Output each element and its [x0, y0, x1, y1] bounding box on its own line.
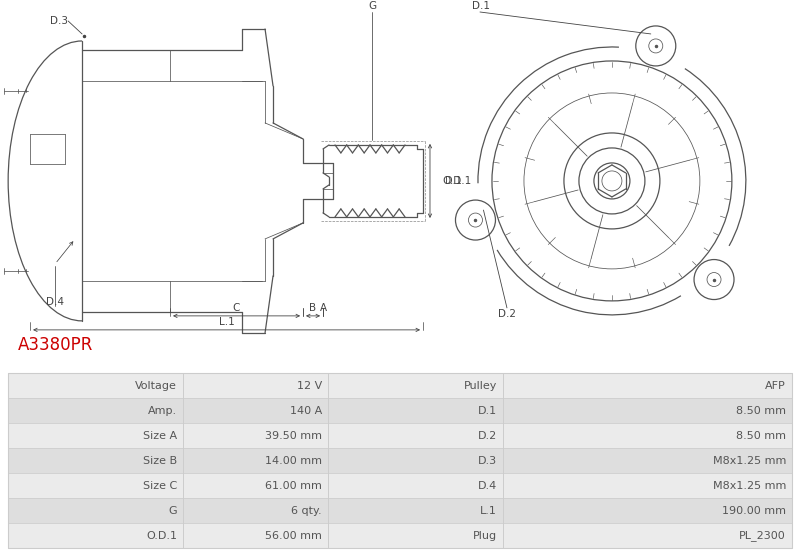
Text: 12 V: 12 V — [297, 381, 322, 391]
Bar — [8, 424, 183, 448]
Bar — [328, 448, 503, 473]
Bar — [183, 373, 328, 398]
Bar — [503, 523, 792, 548]
Text: L.1: L.1 — [218, 317, 234, 327]
Bar — [183, 473, 328, 498]
Bar — [328, 523, 503, 548]
Bar — [183, 424, 328, 448]
Text: D.1: D.1 — [446, 176, 462, 186]
Text: D.2: D.2 — [478, 431, 497, 441]
Bar — [8, 498, 183, 523]
Bar — [8, 523, 183, 548]
Bar — [328, 498, 503, 523]
Text: 61.00 mm: 61.00 mm — [265, 480, 322, 490]
Text: C: C — [233, 303, 240, 313]
Text: D.1: D.1 — [472, 1, 490, 11]
Text: D.3: D.3 — [50, 16, 68, 26]
Text: 140 A: 140 A — [290, 406, 322, 416]
Text: D.1: D.1 — [478, 406, 497, 416]
Text: AFP: AFP — [766, 381, 786, 391]
Text: Size A: Size A — [143, 431, 177, 441]
Text: D.4: D.4 — [478, 480, 497, 490]
Text: PL_2300: PL_2300 — [739, 530, 786, 541]
Bar — [183, 523, 328, 548]
Text: G: G — [168, 506, 177, 516]
Text: 8.50 mm: 8.50 mm — [736, 406, 786, 416]
Text: O.D.1: O.D.1 — [146, 531, 177, 541]
Bar — [503, 398, 792, 424]
Bar — [183, 498, 328, 523]
Bar — [328, 473, 503, 498]
Bar — [503, 424, 792, 448]
Text: D.2: D.2 — [498, 309, 516, 319]
Text: M8x1.25 mm: M8x1.25 mm — [713, 480, 786, 490]
Bar — [328, 398, 503, 424]
Bar — [328, 373, 503, 398]
Text: 56.00 mm: 56.00 mm — [265, 531, 322, 541]
Bar — [8, 448, 183, 473]
Text: Amp.: Amp. — [148, 406, 177, 416]
Text: B: B — [310, 303, 317, 313]
Text: 8.50 mm: 8.50 mm — [736, 431, 786, 441]
Text: O.D.1: O.D.1 — [442, 176, 471, 186]
Text: 14.00 mm: 14.00 mm — [265, 456, 322, 466]
Text: Voltage: Voltage — [135, 381, 177, 391]
Text: D.3: D.3 — [478, 456, 497, 466]
Text: G: G — [368, 1, 376, 11]
Text: L.1: L.1 — [480, 506, 497, 516]
Bar — [183, 398, 328, 424]
Text: 39.50 mm: 39.50 mm — [265, 431, 322, 441]
Text: M8x1.25 mm: M8x1.25 mm — [713, 456, 786, 466]
Text: Plug: Plug — [473, 531, 497, 541]
Text: D.4: D.4 — [46, 297, 64, 307]
Bar — [503, 448, 792, 473]
Bar — [8, 373, 183, 398]
Bar — [503, 473, 792, 498]
Bar — [8, 398, 183, 424]
Bar — [503, 373, 792, 398]
Text: Size C: Size C — [142, 480, 177, 490]
Text: 190.00 mm: 190.00 mm — [722, 506, 786, 516]
Text: A: A — [319, 303, 326, 313]
Text: Size B: Size B — [143, 456, 177, 466]
Bar — [328, 424, 503, 448]
Bar — [503, 498, 792, 523]
Text: 6 qty.: 6 qty. — [291, 506, 322, 516]
Text: A3380PR: A3380PR — [18, 336, 94, 354]
Bar — [183, 448, 328, 473]
Text: Pulley: Pulley — [464, 381, 497, 391]
Bar — [8, 473, 183, 498]
